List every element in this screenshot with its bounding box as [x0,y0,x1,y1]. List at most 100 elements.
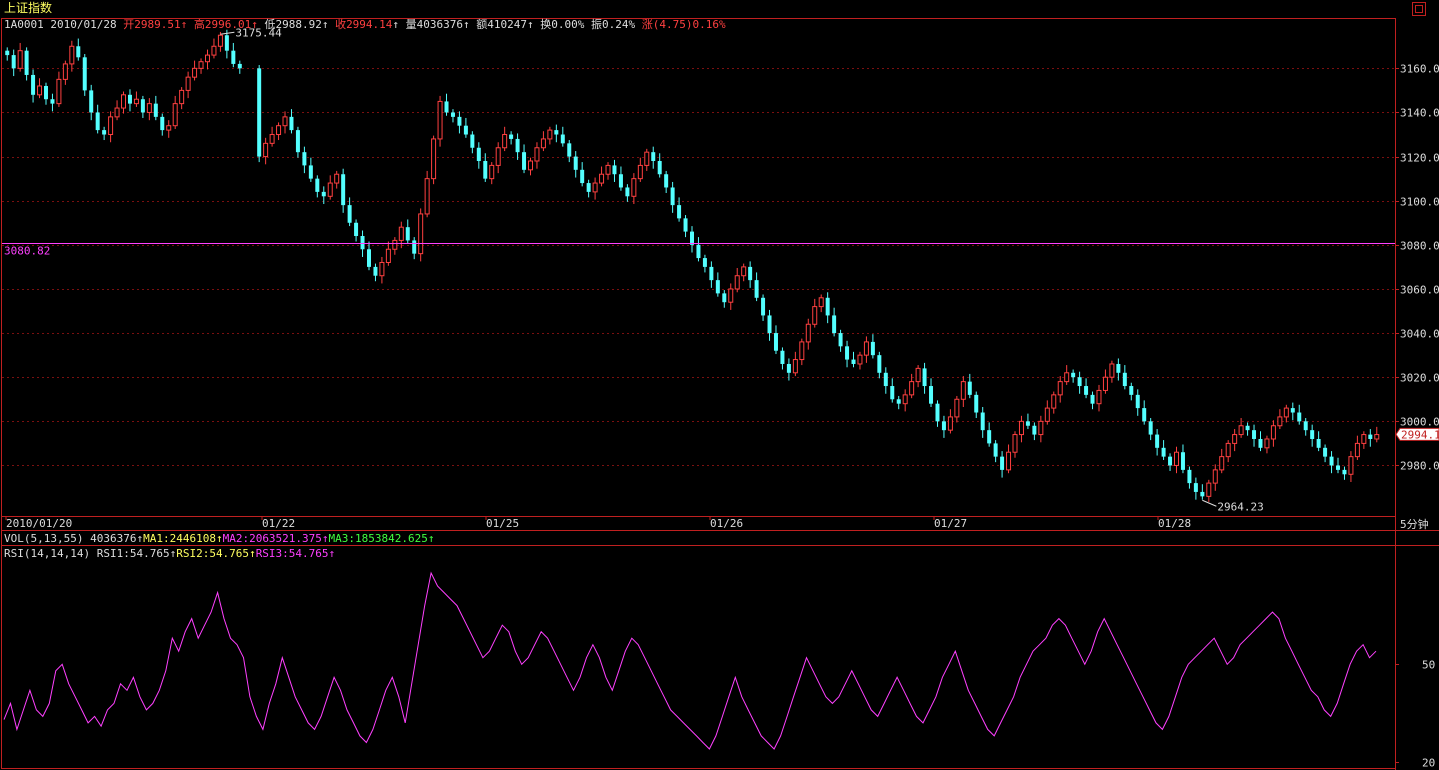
candle-body-down [1245,425,1250,431]
candle-body-down [690,231,694,245]
candle-body-up [857,354,863,365]
candle-body-up [1219,456,1225,471]
candle-body-down [1252,430,1257,439]
vol-indicator-bar[interactable]: VOL(5,13,55) 4036376↑MA1:2446108↑MA2:206… [4,532,435,545]
low-value: 2988.92 [275,18,322,31]
candle-body-down [5,50,10,56]
high-label: 高 [193,18,205,31]
candle-body-down [89,90,94,113]
candle-body-down [1316,438,1321,448]
candle-body-down [289,116,294,131]
candle-body-down [153,103,158,117]
candle-body-up [902,394,908,405]
x-tick-label: 01/27 [934,517,967,530]
change-pct: 0.16% [692,18,726,31]
candle-body-down [780,350,785,364]
candle-body-down [1000,456,1005,470]
candle-body-up [534,147,540,162]
maximize-icon[interactable] [1412,2,1426,16]
period-label[interactable]: 5分钟 [1400,518,1429,531]
candle-body-down [1025,421,1030,426]
price-gridlines [2,68,1395,466]
candle-body-down [748,266,753,281]
candle-body-down [1310,430,1315,439]
candle-body-up [605,164,611,175]
candle-body-up [489,164,495,180]
candle-body-up [56,78,62,105]
candle-body-down [786,363,791,373]
candle-body-up [495,147,501,166]
y-tick-label: 3060.0 [1400,284,1439,297]
rsi1-value: RSI1:54.765 [96,547,170,560]
date-axis: 2010/01/20 01/22 01/25 01/26 01/27 01/28 [5,516,1191,530]
index-title: 上证指数 [4,1,53,15]
candle-body-up [392,239,398,250]
candle-body-up [69,45,75,65]
candle-body-up [734,275,740,290]
quote-bar: 1A0001 2010/01/28 开2989.51↑ 高2996.01↑ 低2… [4,18,726,31]
candle-body-down [967,381,972,395]
candle-body-down [1090,394,1095,404]
candle-body-down [702,258,707,267]
up-arrow-icon: ↑ [215,532,223,545]
turnover-label: 换 [540,18,552,31]
candle-body-down [838,333,843,347]
amount-value: 410247 [487,18,528,31]
candle-body-up [728,288,734,303]
rsi-line [3,571,1377,750]
candle-body-down [1193,483,1198,492]
candle-body-down [1142,408,1147,422]
candle-body-down [625,187,630,197]
candle-body-down [657,160,662,175]
candle-body-down [1116,363,1121,373]
candle-body-up [947,416,953,431]
y-tick-label: 3020.0 [1400,372,1439,385]
candle-body-down [102,130,107,135]
candle-body-up [960,381,966,400]
change-label: 涨 [641,18,653,31]
candle-body-down [50,99,55,104]
candle-body-up [1232,434,1238,444]
candle-body-up [1096,389,1102,405]
candle-body-up [637,164,643,180]
candle-body-up [418,213,424,255]
candle-body-down [618,174,623,188]
candle-body-down [974,394,979,413]
candle-body-up [327,182,333,197]
open-value: 2989.51 [134,18,181,31]
candle-body-up [1102,376,1108,391]
y-tick-label: 3140.0 [1400,107,1439,120]
candle-body-up [540,138,546,149]
candle-body-up [108,116,114,136]
candle-body-up [799,341,805,361]
vol-ma2: MA2:2063521.375 [222,532,322,545]
candle-body-down [922,368,927,387]
candle-body-down [366,249,371,267]
candle-body-down [941,421,946,431]
up-arrow-icon: ↑ [463,18,470,31]
candle-body-up [146,103,152,113]
candle-body-down [257,68,262,157]
up-arrow-icon: ↑ [392,18,400,31]
max-price-leader [220,31,235,35]
candle-body-up [1109,363,1115,378]
candle-body-up [385,248,391,263]
rsi-indicator-bar[interactable]: RSI(14,14,14) RSI1:54.765↑RSI2:54.765↑RS… [4,547,335,560]
candle-body-up [1064,372,1070,383]
candle-body-down [929,386,934,404]
candle-body-up [179,89,185,105]
candle-body-down [1129,386,1134,395]
candle-body-down [1323,447,1328,457]
x-tick-label: 01/25 [486,517,519,530]
crosshair-label: 3080.82 [4,245,50,258]
candle-body-down [754,280,759,298]
candle-body-down [1084,386,1089,395]
turnover-value: 0.00% [551,18,585,31]
candle-body-up [644,151,650,166]
candle-body-down [670,187,675,206]
candle-body-up [863,341,869,356]
candle-body-up [263,142,269,158]
candle-body-down [1258,438,1263,448]
